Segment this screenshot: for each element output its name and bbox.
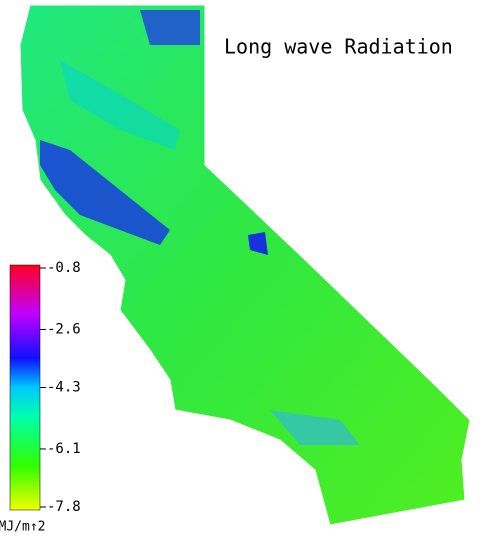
tick-label: -0.8 xyxy=(47,260,81,276)
map-title: Long wave Radiation xyxy=(224,35,453,59)
colorbar xyxy=(9,264,41,511)
tick-label: -7.8 xyxy=(47,499,81,515)
colorbar-unit: MJ/m↑2 xyxy=(0,520,45,535)
tick-label: -6.1 xyxy=(47,441,81,457)
tick-label: -4.3 xyxy=(47,380,81,396)
colorbar-ticks: -0.8 -2.6 -4.3 -6.1 -7.8 xyxy=(40,260,81,515)
tick-label: -2.6 xyxy=(47,321,81,337)
state-shape xyxy=(19,4,471,526)
